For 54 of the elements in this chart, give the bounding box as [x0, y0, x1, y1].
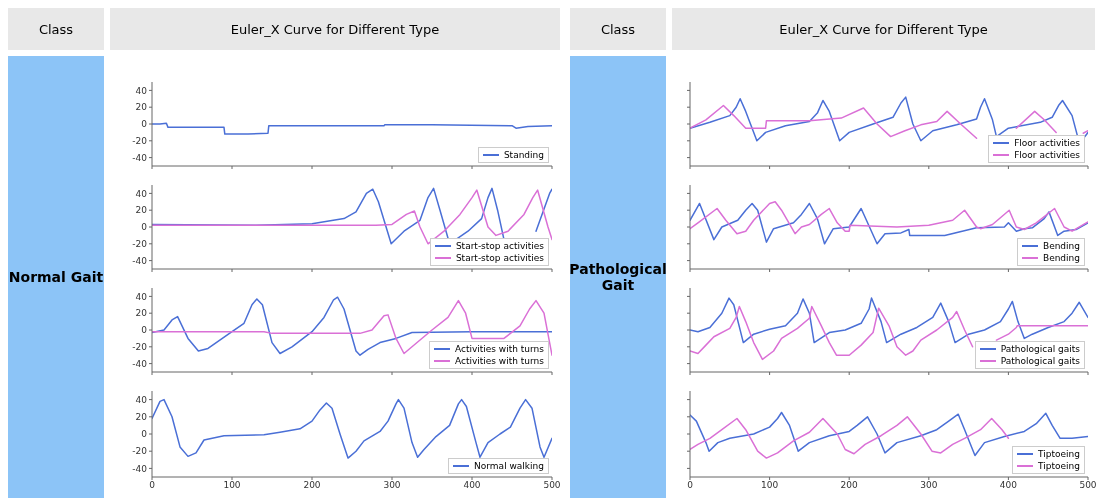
- y-tick-label: -40: [132, 463, 148, 474]
- legend-label: Bending: [1042, 240, 1080, 252]
- legend-label: Pathological gaits: [1000, 355, 1080, 367]
- legend-label: Floor activities: [1014, 137, 1080, 149]
- text: Class: [8, 8, 104, 50]
- line-series: [152, 398, 552, 459]
- legend-label: Activities with turns: [454, 343, 544, 355]
- legend-label: Bending: [1042, 252, 1080, 264]
- y-tick-label: 20: [135, 102, 148, 113]
- x-tick-label: 400: [463, 480, 481, 491]
- x-tick-label: 0: [149, 480, 156, 491]
- y-tick-label: 40: [135, 394, 148, 405]
- y-tick-label: 0: [141, 119, 148, 130]
- x-tick-label: 100: [761, 480, 779, 491]
- x-tick-label: 0: [687, 480, 694, 491]
- line-series: [152, 122, 552, 135]
- y-tick-label: -20: [132, 135, 148, 146]
- x-tick-label: 200: [303, 480, 321, 491]
- text: Euler_X Curve for Different Type: [672, 8, 1095, 50]
- y-tick-label: -40: [132, 255, 148, 266]
- x-tick-label: 300: [920, 480, 938, 491]
- text: Euler_X Curve for Different Type: [110, 8, 560, 50]
- legend-label: Start-stop activities: [455, 252, 544, 264]
- legend-label: Start-stop activities: [455, 240, 544, 252]
- y-tick-label: 40: [135, 291, 148, 302]
- x-tick-label: 500: [1079, 480, 1097, 491]
- legend-label: Activities with turns: [454, 355, 544, 367]
- legend-label: Tiptoeing: [1038, 460, 1080, 472]
- x-tick-label: 100: [223, 480, 241, 491]
- y-tick-label: 0: [141, 325, 148, 336]
- y-tick-label: 20: [135, 411, 148, 422]
- x-tick-label: 200: [840, 480, 859, 491]
- legend-label: Pathological gaits: [1000, 343, 1080, 355]
- y-tick-label: 0: [141, 429, 148, 440]
- legend-label: Tiptoeing: [1038, 448, 1080, 460]
- text: Pathological Gait: [569, 56, 667, 498]
- y-tick-label: -20: [132, 446, 148, 457]
- x-tick-label: 300: [383, 480, 401, 491]
- text: Normal Gait: [8, 56, 104, 498]
- y-tick-label: -20: [132, 341, 148, 352]
- y-tick-label: -20: [132, 238, 148, 249]
- y-tick-label: 40: [135, 188, 148, 199]
- text: Class: [570, 8, 666, 50]
- y-tick-label: -40: [132, 358, 148, 369]
- legend-label: Standing: [503, 149, 544, 161]
- y-tick-label: 0: [141, 222, 148, 233]
- legend-label: Normal walking: [474, 460, 544, 472]
- x-tick-label: 500: [543, 480, 561, 491]
- y-tick-label: 20: [135, 205, 148, 216]
- y-tick-label: 40: [135, 85, 148, 96]
- y-tick-label: -40: [132, 152, 148, 163]
- x-tick-label: 400: [999, 480, 1018, 491]
- legend-label: Floor activities: [1014, 149, 1080, 161]
- y-tick-label: 20: [135, 308, 148, 319]
